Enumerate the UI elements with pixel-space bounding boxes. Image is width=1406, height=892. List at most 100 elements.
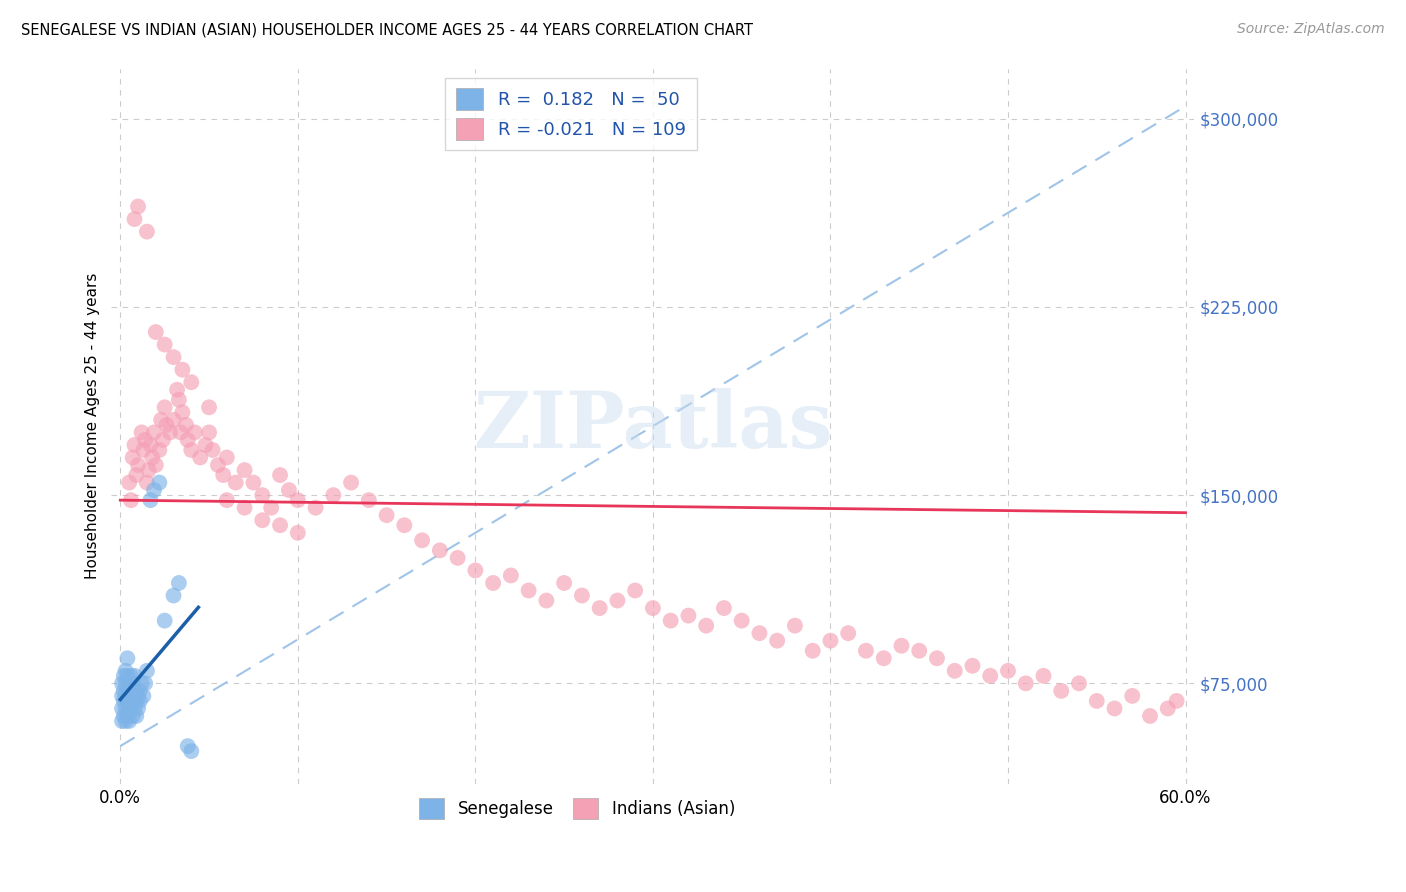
Legend: Senegalese, Indians (Asian): Senegalese, Indians (Asian): [412, 792, 742, 825]
Point: [148, 475, 170, 490]
Point: [121, 709, 143, 723]
Point: [731, 614, 754, 628]
Point: [114, 701, 136, 715]
Point: [112, 709, 135, 723]
Point: [198, 425, 221, 440]
Point: [1139, 709, 1161, 723]
Point: [837, 626, 859, 640]
Point: [162, 413, 184, 427]
Point: [124, 669, 146, 683]
Point: [118, 689, 141, 703]
Point: [134, 676, 156, 690]
Point: [801, 644, 824, 658]
Point: [117, 709, 139, 723]
Point: [112, 694, 135, 708]
Point: [124, 212, 146, 227]
Point: [117, 651, 139, 665]
Point: [357, 493, 380, 508]
Point: [908, 644, 931, 658]
Point: [121, 694, 143, 708]
Point: [678, 608, 700, 623]
Point: [322, 488, 344, 502]
Point: [117, 669, 139, 683]
Point: [1121, 689, 1143, 703]
Point: [536, 593, 558, 607]
Point: [1032, 669, 1054, 683]
Point: [695, 618, 717, 632]
Point: [127, 689, 149, 703]
Point: [260, 500, 283, 515]
Point: [174, 417, 197, 432]
Point: [120, 669, 142, 683]
Point: [177, 739, 200, 753]
Point: [394, 518, 416, 533]
Point: [124, 438, 146, 452]
Point: [139, 438, 162, 452]
Point: [121, 676, 143, 690]
Point: [135, 475, 157, 490]
Point: [624, 583, 647, 598]
Point: [114, 714, 136, 728]
Point: [962, 658, 984, 673]
Point: [375, 508, 398, 523]
Point: [153, 337, 176, 351]
Point: [143, 483, 166, 497]
Point: [411, 533, 433, 548]
Point: [124, 689, 146, 703]
Point: [1104, 701, 1126, 715]
Point: [429, 543, 451, 558]
Point: [132, 689, 155, 703]
Point: [118, 714, 141, 728]
Point: [571, 589, 593, 603]
Point: [340, 475, 363, 490]
Point: [212, 468, 235, 483]
Point: [517, 583, 540, 598]
Y-axis label: Householder Income Ages 25 - 44 years: Householder Income Ages 25 - 44 years: [86, 273, 100, 579]
Point: [659, 614, 682, 628]
Text: SENEGALESE VS INDIAN (ASIAN) HOUSEHOLDER INCOME AGES 25 - 44 YEARS CORRELATION C: SENEGALESE VS INDIAN (ASIAN) HOUSEHOLDER…: [21, 22, 754, 37]
Point: [177, 433, 200, 447]
Point: [215, 493, 238, 508]
Point: [979, 669, 1001, 683]
Text: Source: ZipAtlas.com: Source: ZipAtlas.com: [1237, 22, 1385, 37]
Point: [120, 493, 142, 508]
Point: [114, 676, 136, 690]
Point: [1085, 694, 1108, 708]
Point: [162, 350, 184, 364]
Point: [499, 568, 522, 582]
Point: [125, 709, 148, 723]
Point: [269, 518, 291, 533]
Point: [606, 593, 628, 607]
Point: [269, 468, 291, 483]
Point: [112, 684, 135, 698]
Point: [1166, 694, 1188, 708]
Point: [135, 664, 157, 678]
Point: [180, 744, 202, 758]
Point: [188, 450, 211, 465]
Point: [111, 689, 134, 703]
Point: [748, 626, 770, 640]
Point: [233, 463, 256, 477]
Point: [131, 676, 153, 690]
Point: [135, 225, 157, 239]
Point: [943, 664, 966, 678]
Point: [713, 601, 735, 615]
Point: [225, 475, 247, 490]
Point: [641, 601, 664, 615]
Point: [873, 651, 896, 665]
Point: [167, 576, 190, 591]
Point: [127, 458, 149, 472]
Point: [588, 601, 610, 615]
Point: [925, 651, 948, 665]
Point: [233, 500, 256, 515]
Point: [162, 589, 184, 603]
Point: [166, 383, 188, 397]
Point: [287, 493, 309, 508]
Point: [125, 468, 148, 483]
Point: [242, 475, 264, 490]
Point: [117, 684, 139, 698]
Point: [125, 684, 148, 698]
Point: [127, 200, 149, 214]
Point: [152, 433, 174, 447]
Point: [482, 576, 505, 591]
